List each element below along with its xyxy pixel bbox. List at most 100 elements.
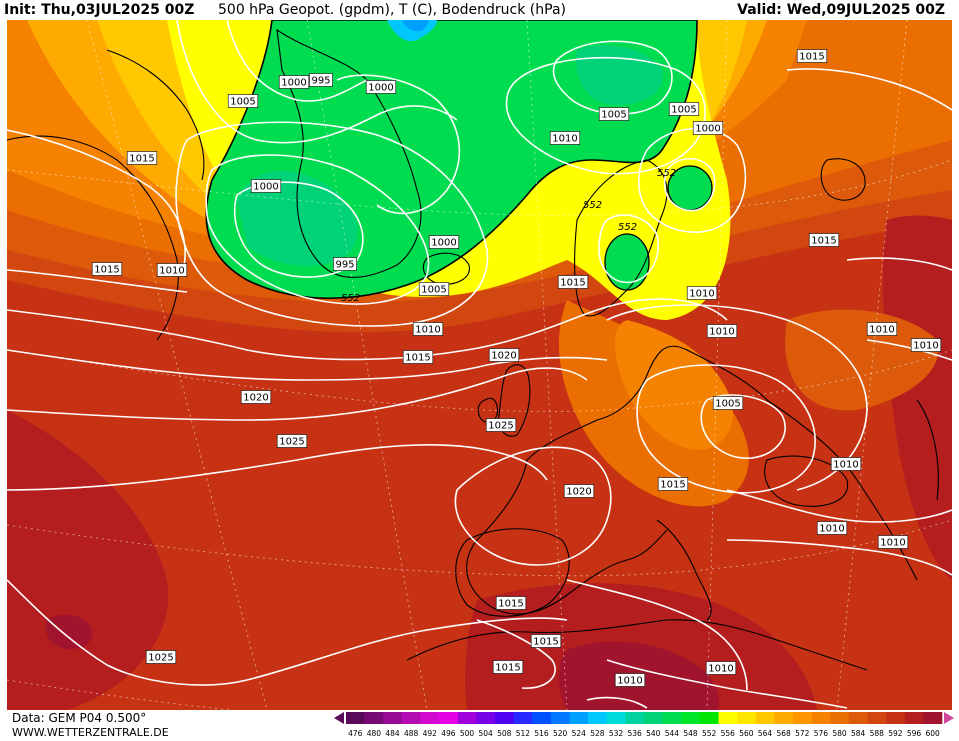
coast-africa: [406, 619, 868, 671]
scale-swatch: [662, 712, 682, 724]
scale-tick-label: 504: [479, 729, 494, 738]
scale-tick-label: 488: [404, 729, 419, 738]
scale-tick-label: 596: [907, 729, 922, 738]
field-cold-spot-core: [402, 20, 429, 32]
svg-text:1015: 1015: [799, 52, 824, 63]
scale-tick-label: 508: [497, 729, 512, 738]
isobar-label: 1010: [830, 457, 862, 471]
scale-tick-label: 524: [572, 729, 587, 738]
scale-tick-label: 548: [683, 729, 698, 738]
scale-tick-label: 500: [460, 729, 475, 738]
isobar-label: 1010: [156, 263, 188, 277]
svg-text:1005: 1005: [421, 285, 446, 296]
isobar-label: 1010: [816, 521, 848, 535]
scale-swatch: [755, 712, 775, 724]
scale-swatch: [811, 712, 831, 724]
scale-tick-label: 560: [739, 729, 754, 738]
scale-arrow-high: [944, 712, 954, 724]
scale-swatch: [681, 712, 701, 724]
svg-text:1010: 1010: [819, 524, 844, 535]
field-green-core: [237, 170, 358, 266]
isobar-label: 1005: [598, 107, 630, 121]
svg-text:1010: 1010: [415, 325, 440, 336]
svg-text:1020: 1020: [243, 393, 268, 404]
isobar-label: 1015: [495, 596, 527, 610]
isobar-label: 1015: [808, 233, 840, 247]
scale-swatch: [699, 712, 719, 724]
isobar-label: 1025: [145, 650, 177, 664]
svg-text:1015: 1015: [94, 265, 119, 276]
scale-swatch: [550, 712, 570, 724]
svg-text:1000: 1000: [431, 238, 456, 249]
site-url: WWW.WETTERZENTRALE.DE: [12, 726, 169, 739]
coast-italy: [656, 519, 712, 621]
scale-tick-label: 568: [777, 729, 792, 738]
svg-text:1020: 1020: [566, 487, 591, 498]
svg-text:1010: 1010: [552, 134, 577, 145]
scale-labels: 476 480 484 488 492 496 500 504 508 512 516 520 524 5…: [348, 729, 940, 738]
scale-swatch: [904, 712, 924, 724]
scale-swatch: [793, 712, 812, 724]
scale-tick-label: 552: [702, 729, 717, 738]
scale-tick-label: 512: [516, 729, 531, 738]
svg-text:1015: 1015: [498, 599, 523, 610]
isobar-label: 1015: [796, 49, 828, 63]
geopotential-label: 552: [341, 293, 360, 304]
isobar-label: 1025: [276, 434, 308, 448]
coast-iberia: [455, 528, 570, 617]
svg-text:1010: 1010: [833, 460, 858, 471]
scale-tick-label: 564: [758, 729, 773, 738]
coast-baffin: [106, 49, 205, 181]
weather-map: 1005 1000 995 1000 1015 1000 1010 1005 1005 1000 1…: [7, 20, 952, 710]
svg-text:1015: 1015: [811, 236, 836, 247]
svg-text:1015: 1015: [129, 154, 154, 165]
scale-tick-label: 588: [870, 729, 885, 738]
scale-swatch: [718, 712, 738, 724]
svg-text:1020: 1020: [491, 351, 516, 362]
valid-time: Valid: Wed,09JUL2025 00Z: [737, 2, 945, 18]
init-time: Init: Thu,03JUL2025 00Z: [4, 2, 195, 18]
geopotential-label: 552: [618, 222, 637, 233]
isobar-label: 1005: [418, 282, 450, 296]
isobar-label: 1010: [910, 338, 942, 352]
field-hot-spot-atl: [45, 614, 93, 650]
isobar-label: 1015: [402, 350, 434, 364]
isobar-label: 1020: [563, 484, 595, 498]
scale-swatch: [532, 712, 552, 724]
svg-text:1010: 1010: [689, 289, 714, 300]
scale-tick-label: 520: [553, 729, 568, 738]
scale-swatch: [867, 712, 887, 724]
svg-text:1000: 1000: [695, 124, 720, 135]
isobar-label: 1000: [428, 235, 460, 249]
geopotential-label: 552: [657, 168, 676, 179]
scale-tick-label: 576: [814, 729, 829, 738]
scale-tick-label: 600: [926, 729, 941, 738]
scale-swatch: [830, 712, 850, 724]
coast-caspian: [916, 399, 939, 501]
scale-tick-label: 580: [832, 729, 847, 738]
isobar-label: 1020: [240, 390, 272, 404]
svg-text:1005: 1005: [671, 105, 696, 116]
field-mid-europe-2: [615, 320, 733, 450]
isobar-label: 1010: [412, 322, 444, 336]
scale-tick-label: 572: [795, 729, 810, 738]
scale-tick-label: 480: [367, 729, 382, 738]
scale-swatch: [606, 712, 626, 724]
scale-swatch: [848, 712, 868, 724]
scale-swatch: [923, 712, 943, 724]
isobar-label: 995: [309, 73, 333, 87]
isobar-label: 1000: [365, 80, 397, 94]
scale-swatch: [774, 712, 794, 724]
svg-text:1010: 1010: [880, 538, 905, 549]
isobar-label: 1015: [657, 477, 689, 491]
isobar-label: 1000: [250, 179, 282, 193]
field-cool-east: [785, 309, 939, 411]
isobar-label: 1010: [866, 322, 898, 336]
color-scale: 476 480 484 488 492 496 500 504 508 512 516 520 524 5…: [334, 712, 954, 738]
scale-swatch: [625, 712, 645, 724]
scale-swatches: [346, 712, 943, 724]
scale-swatch: [383, 712, 403, 724]
svg-text:995: 995: [311, 76, 330, 87]
svg-text:1010: 1010: [869, 325, 894, 336]
scale-tick-label: 476: [348, 729, 363, 738]
